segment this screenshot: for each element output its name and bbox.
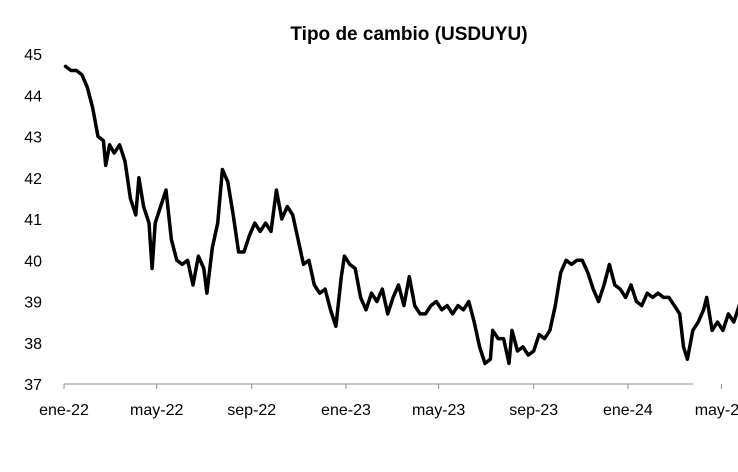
y-tick-label: 37 <box>24 377 42 394</box>
y-tick-label: 44 <box>24 88 42 105</box>
x-tick-label: may-23 <box>412 402 465 419</box>
y-axis: 37 38 39 40 41 42 43 44 45 <box>24 47 42 394</box>
x-tick-label: may-24 <box>695 402 738 419</box>
y-tick-label: 38 <box>24 336 42 353</box>
x-tick-label: ene-22 <box>39 402 89 419</box>
y-tick-label: 41 <box>24 212 42 229</box>
y-tick-label: 42 <box>24 171 42 188</box>
y-tick-label: 40 <box>24 253 42 270</box>
x-tick-label: sep-22 <box>227 402 276 419</box>
y-tick-label: 39 <box>24 295 42 312</box>
y-tick-label: 43 <box>24 130 42 147</box>
x-tick-label: may-22 <box>130 402 183 419</box>
chart-title: Tipo de cambio (USDUYU) <box>290 24 527 45</box>
plot-area <box>63 64 738 366</box>
x-tick-label: ene-24 <box>603 402 653 419</box>
x-tick-label: ene-23 <box>321 402 371 419</box>
x-axis: ene-22 may-22 sep-22 ene-23 may-23 sep-23 ene-… <box>39 383 738 419</box>
series-line <box>63 64 738 366</box>
x-tick-label: sep-23 <box>509 402 558 419</box>
y-tick-label: 45 <box>24 47 42 64</box>
